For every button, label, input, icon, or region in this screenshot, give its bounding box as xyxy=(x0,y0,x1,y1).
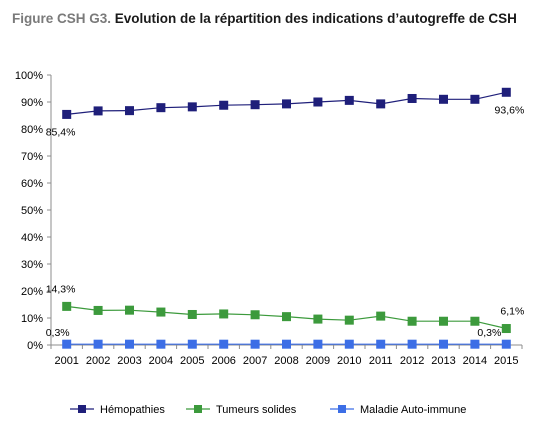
y-tick-label: 60% xyxy=(21,178,43,190)
data-point xyxy=(282,312,291,322)
data-point xyxy=(62,339,72,349)
data-point xyxy=(156,339,166,349)
data-point xyxy=(156,307,166,317)
legend-label: Tumeurs solides xyxy=(216,404,297,416)
data-label: 93,6% xyxy=(495,104,525,116)
x-tick-label: 2008 xyxy=(274,355,298,367)
data-point xyxy=(93,106,103,116)
data-point xyxy=(282,99,291,109)
data-point xyxy=(470,339,480,349)
data-point xyxy=(313,339,323,349)
data-point xyxy=(187,309,197,319)
x-tick-label: 2006 xyxy=(211,355,235,367)
y-tick-label: 100% xyxy=(15,70,43,82)
y-tick-label: 70% xyxy=(21,151,43,163)
data-point xyxy=(439,316,448,326)
data-point xyxy=(376,311,386,321)
data-point xyxy=(219,339,229,349)
data-point xyxy=(156,103,166,113)
data-label: 85,4% xyxy=(46,126,76,138)
data-point xyxy=(62,301,72,311)
y-tick-label: 20% xyxy=(21,286,43,298)
legend-marker xyxy=(338,405,346,413)
chart-title: Figure CSH G3. Evolution de la répartiti… xyxy=(12,10,537,28)
data-point xyxy=(313,314,323,324)
chart-title-text: Evolution de la répartition des indicati… xyxy=(114,11,517,26)
data-point xyxy=(250,310,260,320)
data-point xyxy=(219,309,229,319)
legend-label: Hémopathies xyxy=(100,404,165,416)
data-point xyxy=(501,87,511,97)
data-point xyxy=(187,339,197,349)
x-tick-label: 2003 xyxy=(117,355,141,367)
data-point xyxy=(125,339,134,349)
x-tick-label: 2014 xyxy=(463,355,487,367)
x-tick-label: 2013 xyxy=(431,355,455,367)
data-point xyxy=(376,339,386,349)
data-point xyxy=(439,339,448,349)
x-tick-label: 2004 xyxy=(149,355,173,367)
x-tick-label: 2001 xyxy=(54,355,78,367)
x-tick-label: 2009 xyxy=(306,355,330,367)
data-point xyxy=(344,339,354,349)
data-point xyxy=(250,100,260,110)
data-point xyxy=(93,305,103,315)
legend-label: Maladie Auto-immune xyxy=(360,404,466,416)
y-tick-label: 40% xyxy=(21,232,43,244)
data-point xyxy=(344,95,354,105)
data-point xyxy=(439,94,448,104)
data-point xyxy=(219,100,229,110)
data-point xyxy=(344,315,354,325)
data-label: 14,3% xyxy=(46,283,76,295)
legend-marker xyxy=(194,405,202,413)
y-tick-label: 10% xyxy=(21,313,43,325)
x-tick-label: 2005 xyxy=(180,355,204,367)
data-point xyxy=(407,316,417,326)
x-tick-label: 2010 xyxy=(337,355,361,367)
x-tick-label: 2007 xyxy=(243,355,267,367)
data-point xyxy=(187,102,197,112)
y-tick-label: 80% xyxy=(21,124,43,136)
y-tick-label: 90% xyxy=(21,97,43,109)
data-point xyxy=(282,339,291,349)
legend-marker xyxy=(78,405,86,413)
y-tick-label: 30% xyxy=(21,259,43,271)
y-tick-label: 0% xyxy=(27,340,43,352)
data-label: 0,3% xyxy=(46,327,70,339)
chart-title-prefix: Figure CSH G3. xyxy=(12,11,112,26)
data-point xyxy=(125,305,134,315)
data-point xyxy=(501,339,511,349)
data-point xyxy=(62,109,72,119)
data-point xyxy=(470,94,480,104)
data-point xyxy=(407,93,417,103)
data-point xyxy=(407,339,417,349)
x-tick-label: 2012 xyxy=(400,355,424,367)
x-tick-label: 2011 xyxy=(369,355,393,367)
x-tick-label: 2002 xyxy=(86,355,110,367)
data-point xyxy=(93,339,103,349)
data-point xyxy=(376,99,386,109)
data-point xyxy=(470,316,480,326)
y-tick-label: 50% xyxy=(21,205,43,217)
data-point xyxy=(501,324,511,334)
data-label: 6,1% xyxy=(500,306,524,318)
data-label: 0,3% xyxy=(477,327,501,339)
x-tick-label: 2015 xyxy=(494,355,518,367)
data-point xyxy=(125,106,134,116)
data-point xyxy=(250,339,260,349)
data-point xyxy=(313,97,323,107)
